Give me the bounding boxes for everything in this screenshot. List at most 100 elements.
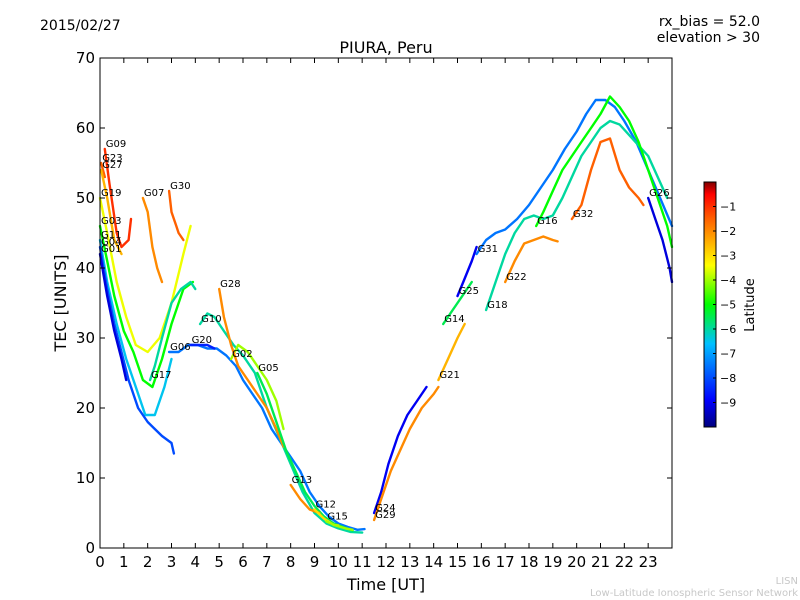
series-g30: [167, 189, 185, 242]
colorbar-tick-label: −6: [720, 323, 736, 336]
series-g02: [229, 343, 285, 431]
date-label: 2015/02/27: [40, 18, 121, 34]
series-label-g31: G31: [478, 244, 498, 255]
colorbar-tick-label: −1: [720, 201, 736, 214]
series-g23: [100, 161, 106, 179]
colorbar-tick-label: −3: [720, 250, 736, 263]
colorbar-tick-label: −2: [720, 225, 736, 238]
x-tick-label: 1: [119, 553, 129, 571]
y-axis-label: TEC [UNITS]: [51, 255, 70, 353]
series-label-g26: G26: [649, 188, 669, 199]
series-label-g27: G27: [102, 160, 122, 171]
series-g31: [475, 98, 674, 256]
series-g19: [98, 196, 192, 354]
series-label-g10: G10: [201, 314, 221, 325]
y-axis: 0 10 20 30 40 50 60 70: [76, 49, 672, 557]
series-g32: [570, 137, 645, 221]
x-tick-label: 2: [143, 553, 153, 571]
series-label-g09: G09: [106, 139, 126, 150]
colorbar-tick-label: −9: [720, 397, 736, 410]
series-g05: [256, 371, 354, 532]
series-g06: [167, 343, 366, 531]
series-g18: [484, 119, 669, 312]
series-label-g20: G20: [192, 335, 212, 346]
series-label-g28: G28: [220, 279, 240, 290]
x-tick-label: 5: [214, 553, 224, 571]
x-tick-label: 8: [286, 553, 296, 571]
y-tick-label: 0: [85, 539, 95, 557]
series-label-g17: G17: [151, 370, 171, 381]
y-tick-label: 20: [76, 399, 95, 417]
series-label-g32: G32: [573, 209, 593, 220]
colorbar-tick-label: −8: [720, 372, 736, 385]
series-g01: [98, 252, 128, 382]
y-tick-label: 50: [76, 189, 95, 207]
x-tick-label: 17: [496, 553, 515, 571]
colorbar-tick-label: −4: [720, 274, 736, 287]
series-label-g19: G19: [101, 188, 121, 199]
colorbar-tick-label: −5: [720, 299, 736, 312]
x-axis-label: Time [UT]: [346, 575, 425, 594]
x-tick-label: 20: [567, 553, 586, 571]
x-tick-label: 4: [191, 553, 201, 571]
footer-network: Low-Latitude Ionospheric Sensor Network: [590, 588, 798, 599]
x-axis: 0 1 2 3 4 5 6 7 8 9 10 11 12 13 14 15 16 17 18 19 20 21 22 23: [95, 58, 658, 571]
series-g29: [372, 385, 440, 522]
y-tick-label: 60: [76, 119, 95, 137]
series-layer: [98, 95, 674, 534]
series-label-g16: G16: [537, 216, 557, 227]
series-label-g24: G24: [375, 503, 395, 514]
series-label-g05: G05: [258, 363, 278, 374]
x-tick-label: 0: [95, 553, 105, 571]
x-tick-label: 16: [472, 553, 491, 571]
series-g13: [289, 483, 321, 515]
rx-bias-label: rx_bias = 52.0: [658, 14, 760, 30]
series-g20: [189, 343, 216, 350]
series-label-g21: G21: [439, 370, 459, 381]
series-g22: [504, 235, 559, 284]
colorbar-label: Latitude: [743, 278, 758, 332]
x-tick-label: 13: [400, 553, 419, 571]
x-tick-label: 18: [519, 553, 538, 571]
y-tick-label: 40: [76, 259, 95, 277]
x-tick-label: 7: [262, 553, 272, 571]
series-g24: [372, 385, 428, 515]
x-tick-label: 6: [238, 553, 248, 571]
y-tick-label: 10: [76, 469, 95, 487]
x-tick-label: 15: [448, 553, 467, 571]
y-tick-label: 70: [76, 49, 95, 67]
footer-lisn: LISN: [775, 576, 798, 587]
elevation-label: elevation > 30: [656, 30, 760, 46]
series-label-g12: G12: [316, 500, 336, 511]
series-g15: [325, 520, 354, 531]
x-tick-label: 23: [639, 553, 658, 571]
series-g16: [535, 95, 674, 249]
y-tick-label: 30: [76, 329, 95, 347]
series-g25: [456, 245, 478, 298]
series-label-g30: G30: [170, 181, 190, 192]
series-label-g22: G22: [506, 272, 526, 283]
series-label-g15: G15: [327, 511, 347, 522]
series-label-g04: G04: [101, 237, 121, 248]
x-tick-label: 22: [615, 553, 634, 571]
x-tick-label: 11: [353, 553, 372, 571]
series-g04: [98, 245, 176, 455]
series-g21: [437, 322, 466, 382]
chart-title: PIURA, Peru: [339, 38, 433, 57]
x-tick-label: 9: [310, 553, 320, 571]
series-g07: [141, 196, 164, 284]
series-g03: [98, 224, 195, 389]
x-tick-label: 12: [376, 553, 395, 571]
series-g14: [442, 280, 473, 326]
series-g28: [218, 287, 285, 448]
series-label-g11: G11: [101, 230, 121, 241]
colorbar-ticks: −9 −8 −7 −6 −5 −4 −3 −2 −1: [713, 201, 736, 410]
series-label-g25: G25: [459, 286, 479, 297]
x-tick-label: 19: [543, 553, 562, 571]
series-g26: [647, 196, 674, 284]
series-label-g02: G02: [232, 349, 252, 360]
series-label-g29: G29: [375, 510, 395, 521]
series-label-g18: G18: [487, 300, 507, 311]
